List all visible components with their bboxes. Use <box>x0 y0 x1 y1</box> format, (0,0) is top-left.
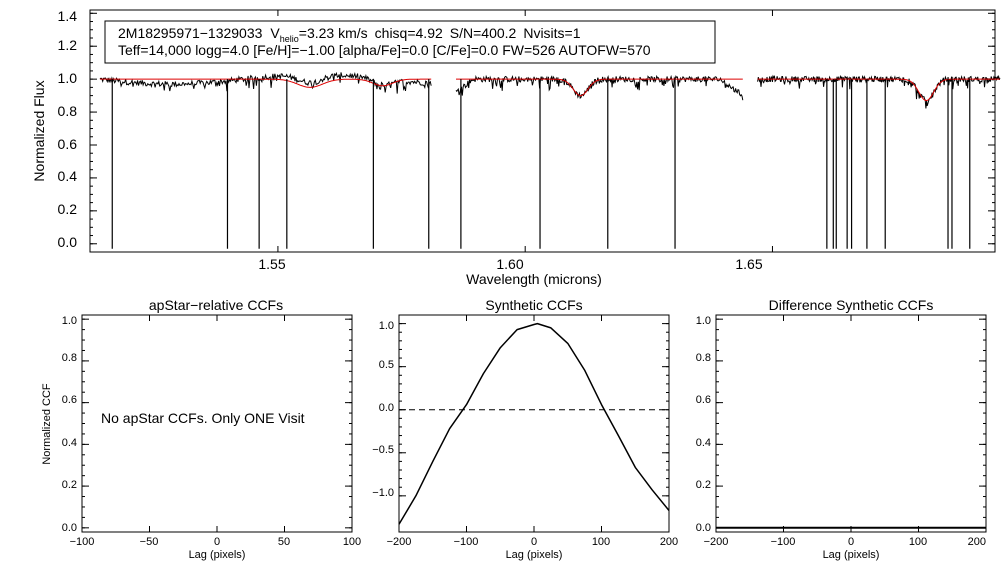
info-box-frame <box>104 20 716 64</box>
difference-y-tick-label: 0.0 <box>696 522 711 534</box>
synthetic-ccf-series <box>398 322 670 525</box>
model-spectrum-line <box>456 78 743 97</box>
spectrum-y-tick-label: 0.4 <box>58 168 78 184</box>
spectrum-y-tick-label: 0.2 <box>58 201 78 217</box>
difference-x-tick-label: 100 <box>909 536 927 548</box>
spectrum-y-tick-label: 1.2 <box>58 37 78 53</box>
apstar-y-tick-label: 0.4 <box>62 437 77 449</box>
spectrum-y-tick-label: 0.0 <box>58 234 78 250</box>
synthetic-ccf-title: Synthetic CCFs <box>485 297 582 313</box>
synthetic-x-tick-label: 200 <box>660 536 678 548</box>
synthetic-x-tick-label: 100 <box>592 536 610 548</box>
difference-x-axis-label: Lag (pixels) <box>823 549 880 561</box>
synthetic-ccf-panel: Synthetic CCFs −200 −100 0 100 200 −1.0 … <box>372 297 678 561</box>
difference-x-tick-label: −100 <box>771 536 796 548</box>
spectrum-y-tick-label: 0.6 <box>58 136 78 152</box>
v-helio-symbol: V <box>270 25 280 41</box>
synthetic-ccf-ticks <box>398 315 670 532</box>
difference-x-tick-label: 0 <box>848 536 854 548</box>
synthetic-x-tick-label: 0 <box>531 536 537 548</box>
apstar-y-tick-label: 0.2 <box>62 479 77 491</box>
spectrum-y-tick-label: 1.4 <box>58 8 78 24</box>
v-helio-subscript: helio <box>280 34 299 44</box>
apstar-ccf-title: apStar−relative CCFs <box>149 297 283 313</box>
observed-spectrum-line <box>99 71 432 94</box>
model-spectrum-line <box>99 78 432 88</box>
synthetic-ccf-plot-frame <box>398 314 670 533</box>
difference-y-tick-label: 1.0 <box>696 315 711 327</box>
apstar-ccf-ticks <box>81 315 353 532</box>
apstar-x-tick-label: 0 <box>214 536 220 548</box>
synthetic-y-tick-label: 0.0 <box>379 402 394 414</box>
spectrum-x-tick-label: 1.55 <box>258 256 285 272</box>
spectrum-x-tick-label: 1.60 <box>496 256 523 272</box>
chisq-value: chisq=4.92 <box>375 25 443 41</box>
apstar-y-axis-label: Normalized CCF <box>41 383 53 465</box>
difference-y-tick-label: 0.6 <box>696 394 711 406</box>
synthetic-y-tick-label: −0.5 <box>372 444 394 456</box>
difference-x-tick-label: 200 <box>968 536 986 548</box>
info-line-2: Teff=14,000 logg=4.0 [Fe/H]=−1.00 [alpha… <box>118 42 651 58</box>
nvisits-value: Nvisits=1 <box>523 25 580 41</box>
spectrum-panel: 1.55 1.60 1.65 0.0 0.2 0.4 0.6 0.8 1.0 1… <box>31 8 1001 287</box>
difference-x-tick-label: −200 <box>704 536 729 548</box>
synthetic-x-tick-label: −200 <box>387 536 412 548</box>
spectrum-plot-frame <box>89 9 996 253</box>
star-id: 2M18295971−1329033 <box>118 25 263 41</box>
apstar-y-tick-label: 1.0 <box>62 315 77 327</box>
apstar-x-tick-label: 50 <box>278 536 290 548</box>
difference-y-tick-label: 0.2 <box>696 479 711 491</box>
apstar-x-tick-label: −50 <box>140 536 159 548</box>
spectrum-y-axis-label: Normalized Flux <box>31 80 47 181</box>
spectrum-ticks <box>90 10 995 252</box>
spectrum-series <box>99 71 1001 249</box>
info-box: 2M18295971−1329033 Vhelio=3.23 km/s chisq=… <box>104 20 716 64</box>
synthetic-x-axis-label: Lag (pixels) <box>506 549 563 561</box>
no-ccf-annotation: No apStar CCFs. Only ONE Visit <box>101 410 305 426</box>
synthetic-y-tick-label: 0.5 <box>379 359 394 371</box>
difference-ccf-ticks <box>715 315 987 532</box>
synthetic-ccf-line <box>398 322 670 525</box>
apstar-y-tick-label: 0.8 <box>62 352 77 364</box>
snr-value: S/N=400.2 <box>450 25 517 41</box>
synthetic-y-tick-label: −1.0 <box>372 487 394 499</box>
info-line-1: 2M18295971−1329033 Vhelio=3.23 km/s chisq=… <box>118 25 581 44</box>
difference-ccf-panel: Difference Synthetic CCFs −200 −100 0 10… <box>696 297 987 561</box>
difference-y-tick-label: 0.8 <box>696 352 711 364</box>
observed-spectrum-line <box>757 74 1001 109</box>
apstar-x-tick-label: 100 <box>343 536 361 548</box>
apstar-ccf-panel: apStar−relative CCFs −100 −50 0 50 100 0… <box>41 297 361 561</box>
spectrum-y-tick-label: 1.0 <box>58 70 78 86</box>
apstar-x-axis-label: Lag (pixels) <box>189 549 246 561</box>
spectrum-y-tick-label: 0.8 <box>58 103 78 119</box>
apstar-y-tick-label: 0.6 <box>62 394 77 406</box>
synthetic-y-tick-label: 1.0 <box>379 320 394 332</box>
synthetic-x-tick-label: −100 <box>454 536 479 548</box>
spectrum-x-tick-label: 1.65 <box>735 256 762 272</box>
apstar-x-tick-label: −100 <box>70 536 95 548</box>
v-helio-value: =3.23 km/s <box>299 25 368 41</box>
apstar-y-tick-label: 0.0 <box>62 522 77 534</box>
difference-ccf-plot-frame <box>715 314 987 533</box>
difference-ccf-title: Difference Synthetic CCFs <box>769 297 934 313</box>
difference-y-tick-label: 0.4 <box>696 437 711 449</box>
spectrum-x-axis-label: Wavelength (microns) <box>466 271 602 287</box>
model-spectrum-line <box>757 78 1000 101</box>
